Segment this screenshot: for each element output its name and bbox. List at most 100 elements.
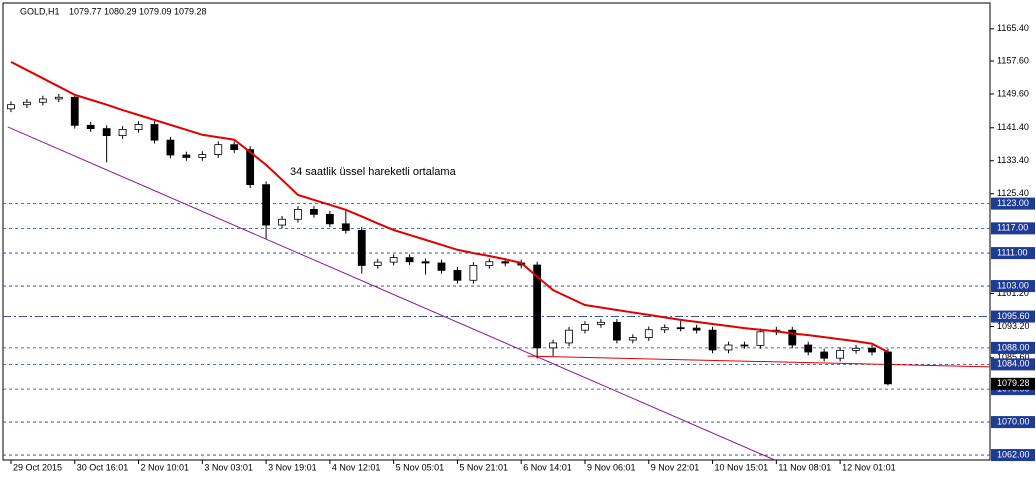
level-box (991, 358, 1035, 371)
y-tick-label: 1149.60 (997, 88, 1029, 98)
candle-body (852, 347, 860, 351)
candle-body (788, 329, 797, 346)
candle-body (724, 344, 733, 351)
candle-body (118, 129, 127, 137)
level-label: 1117.00 (997, 223, 1028, 233)
candle-body (373, 261, 382, 266)
candle-body (166, 139, 175, 156)
moving-average (10, 60, 889, 353)
plot-frame (2, 2, 991, 461)
annotation: 34 saatlik üssel hareketli ortalama (290, 166, 457, 178)
candle-body (708, 329, 717, 351)
candle-body (421, 261, 430, 264)
x-tick-label: 6 Nov 14:01 (523, 462, 572, 472)
x-tick-label: 29 Oct 2015 (13, 462, 62, 472)
candle-body (628, 337, 637, 341)
header-low: 1079.09 (139, 6, 172, 16)
candle-body (820, 351, 829, 359)
level-box (991, 197, 1035, 210)
candle-body (740, 344, 749, 347)
candle-body (612, 321, 621, 341)
candle-body (214, 144, 223, 155)
level-label: 1070.00 (997, 416, 1030, 426)
level-box (991, 416, 1035, 429)
level-label: 1088.00 (997, 342, 1030, 352)
x-tick-label: 9 Nov 22:01 (651, 462, 700, 472)
y-tick-label: 1157.60 (997, 55, 1029, 65)
candle-body (597, 321, 605, 325)
symbol: GOLD,H1 (20, 6, 60, 16)
candle-body (134, 124, 143, 130)
candle-body (453, 269, 462, 281)
last-price-label: 1079.28 (997, 378, 1030, 388)
candle-body (7, 104, 15, 110)
plot-layer (3, 60, 991, 461)
candle-body (23, 101, 31, 106)
y-tick-label: 1125.40 (997, 188, 1029, 198)
x-tick-label: 3 Nov 19:01 (268, 462, 317, 472)
candle-body (485, 261, 494, 266)
candle-body (278, 218, 286, 226)
x-tick-label: 9 Nov 06:01 (587, 462, 636, 472)
candle-body (756, 331, 765, 346)
y-tick-label: 1093.20 (997, 321, 1030, 331)
candle-body (262, 184, 270, 226)
x-tick-label: 30 Oct 16:01 (77, 462, 129, 472)
candle-body (868, 347, 876, 353)
candle-body (469, 265, 478, 281)
x-tick-label: 11 Nov 08:01 (778, 462, 831, 472)
trendline (527, 355, 991, 368)
level-box (991, 310, 1035, 323)
candle-body (102, 128, 111, 137)
x-tick-label: 10 Nov 15:01 (715, 462, 769, 472)
candle-body (405, 257, 414, 263)
x-tick-label: 4 Nov 12:01 (332, 462, 381, 472)
x-tick-label: 3 Nov 03:01 (204, 462, 253, 472)
candle-body (325, 213, 334, 225)
level-label: 1095.60 (997, 311, 1030, 321)
y-tick-label: 1141.40 (997, 122, 1029, 132)
candle-body (310, 208, 318, 215)
candle-body (38, 98, 47, 103)
level-box (991, 280, 1035, 293)
candle-body (836, 349, 845, 359)
candle-body (198, 154, 207, 158)
level-box (991, 449, 1035, 462)
level-box (991, 222, 1035, 235)
x-tick-label: 5 Nov 05:01 (396, 462, 445, 472)
y-tick-label: 1085.60 (997, 352, 1030, 362)
candle-body (581, 323, 589, 331)
candle-body (389, 257, 398, 263)
candle-body (54, 96, 63, 100)
y-tick-label: 1133.40 (997, 155, 1029, 165)
trendline (7, 126, 775, 461)
candle-body (182, 154, 191, 158)
candle-body (246, 149, 255, 186)
level-label: 1062.00 (997, 449, 1030, 459)
candle-body (501, 261, 510, 264)
candle-body (660, 327, 669, 331)
candle-body (150, 124, 159, 141)
header-close: 1079.28 (174, 6, 207, 16)
last-price-box (991, 377, 1035, 390)
candle-body (70, 96, 79, 126)
candle-body (565, 329, 573, 344)
x-tick-label: 12 Nov 01:01 (842, 462, 896, 472)
level-box (991, 247, 1035, 260)
x-tick-label: 2 Nov 10:01 (141, 462, 190, 472)
candle-body (644, 329, 653, 338)
level-label: 1123.00 (997, 198, 1029, 208)
candle-body (804, 344, 813, 353)
candle-body (692, 327, 701, 331)
level-label: 1084.00 (997, 359, 1030, 369)
level-label: 1111.00 (997, 247, 1028, 257)
header-open: 1079.77 (69, 6, 102, 16)
x-tick-label: 5 Nov 21:01 (459, 462, 508, 472)
candle-body (357, 230, 366, 266)
y-tick-label: 1165.40 (997, 23, 1029, 33)
candle-body (294, 208, 302, 220)
candle-body (549, 342, 558, 349)
candle-body (437, 262, 446, 271)
